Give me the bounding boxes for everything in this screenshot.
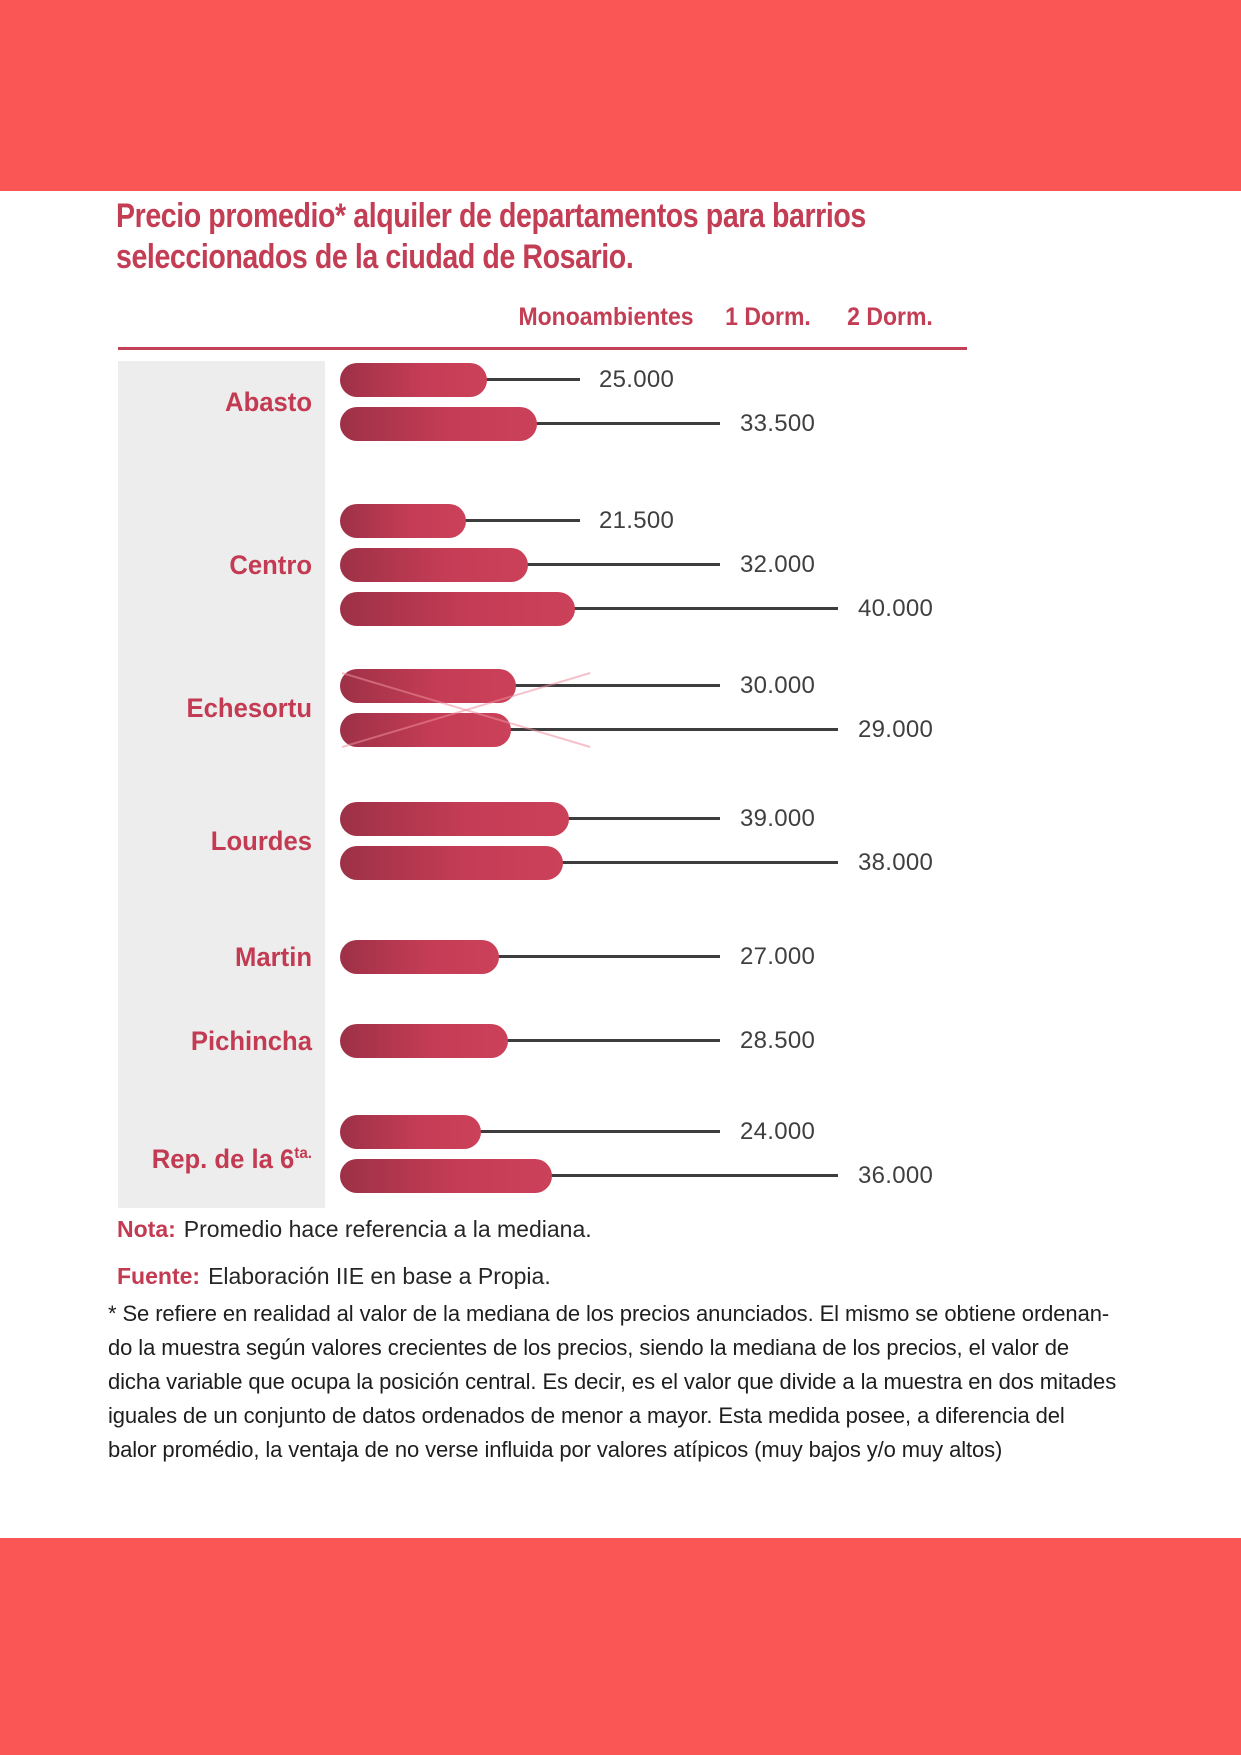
legend-item-1-dorm: 1 Dorm. <box>725 303 811 331</box>
page-title-line-1: Precio promedio* alquiler de departament… <box>116 197 866 235</box>
group-label-echesortu: Echesortu <box>16 690 312 726</box>
bar-rep-de-la-6-1-dorm <box>340 1115 481 1149</box>
group-label-text: Pichincha <box>190 1026 312 1056</box>
leader-line-abasto-1-dorm <box>529 422 720 425</box>
group-label-text: Abasto <box>225 387 312 417</box>
value-label-centro-monoambientes: 21.500 <box>599 507 675 534</box>
bar-lourdes-1-dorm <box>340 802 569 836</box>
leader-line-martin-1-dorm <box>491 955 720 958</box>
footnote-line-1: * Se refiere en realidad al valor de la … <box>108 1301 1110 1326</box>
group-label-rep-de-la-6: Rep. de la 6ta. <box>16 1136 312 1177</box>
bar-rep-de-la-6-2-dorm <box>340 1159 552 1193</box>
bar-abasto-1-dorm <box>340 407 537 441</box>
page-title-line-2: seleccionados de la ciudad de Rosario. <box>116 238 634 276</box>
group-label-pichincha: Pichincha <box>16 1023 312 1059</box>
group-label-martin: Martin <box>16 939 312 975</box>
footnote-line-3: dicha variable que ocupa la posición cen… <box>108 1369 1117 1394</box>
value-label-lourdes-2-dorm: 38.000 <box>858 849 934 876</box>
value-label-rep-de-la-6-2-dorm: 36.000 <box>858 1162 934 1189</box>
bar-centro-1-dorm <box>340 548 528 582</box>
bar-abasto-monoambientes <box>340 363 487 397</box>
legend-item-monoambientes: Monoambientes <box>518 303 694 331</box>
bar-martin-1-dorm <box>340 940 499 974</box>
group-label-lourdes: Lourdes <box>16 823 312 859</box>
leader-line-pichincha-1-dorm <box>500 1039 720 1042</box>
bottom-color-band <box>0 1538 1241 1755</box>
bar-echesortu-2-dorm <box>340 713 511 747</box>
group-label-text: Centro <box>229 550 312 580</box>
bar-pichincha-1-dorm <box>340 1024 508 1058</box>
footnote-line-5: balor promédio, la ventaja de no verse i… <box>108 1437 1003 1462</box>
group-label-text: Lourdes <box>210 826 312 856</box>
value-label-pichincha-1-dorm: 28.500 <box>740 1027 816 1054</box>
group-label-abasto: Abasto <box>16 384 312 420</box>
leader-line-echesortu-2-dorm <box>503 728 838 731</box>
value-label-abasto-1-dorm: 33.500 <box>740 410 816 437</box>
header-divider-line <box>118 347 967 350</box>
value-label-lourdes-1-dorm: 39.000 <box>740 805 816 832</box>
leader-line-rep-de-la-6-1-dorm <box>473 1130 720 1133</box>
page-title: Precio promedio* alquiler de departament… <box>116 196 866 278</box>
group-label-superscript: ta. <box>294 1145 312 1162</box>
value-label-echesortu-1-dorm: 30.000 <box>740 672 816 699</box>
value-label-centro-1-dorm: 32.000 <box>740 551 816 578</box>
footnote-line-2: do la muestra según valores crecientes d… <box>108 1335 1069 1360</box>
top-color-band <box>0 0 1241 191</box>
leader-line-centro-1-dorm <box>520 563 720 566</box>
note-text: Promedio hace referencia a la mediana. <box>183 1216 592 1242</box>
group-label-text: Rep. de la 6 <box>151 1144 295 1174</box>
leader-line-echesortu-1-dorm <box>508 684 720 687</box>
source-line: Fuente: Elaboración IIE en base a Propia. <box>117 1261 551 1291</box>
source-label: Fuente: <box>117 1263 201 1289</box>
bar-centro-2-dorm <box>340 592 575 626</box>
source-text: Elaboración IIE en base a Propia. <box>208 1263 551 1289</box>
leader-line-centro-monoambientes <box>458 519 580 522</box>
legend-item-2-dorm: 2 Dorm. <box>847 303 933 331</box>
value-label-martin-1-dorm: 27.000 <box>740 943 816 970</box>
leader-line-rep-de-la-6-2-dorm <box>544 1174 838 1177</box>
leader-line-centro-2-dorm <box>567 607 838 610</box>
leader-line-lourdes-1-dorm <box>561 817 720 820</box>
value-label-echesortu-2-dorm: 29.000 <box>858 716 934 743</box>
note-label: Nota: <box>117 1216 176 1242</box>
leader-line-lourdes-2-dorm <box>555 861 838 864</box>
value-label-centro-2-dorm: 40.000 <box>858 595 934 622</box>
bar-centro-monoambientes <box>340 504 466 538</box>
bar-lourdes-2-dorm <box>340 846 563 880</box>
leader-line-abasto-monoambientes <box>479 378 580 381</box>
note-line: Nota: Promedio hace referencia a la media… <box>117 1214 592 1244</box>
group-label-text: Martin <box>235 942 312 972</box>
group-label-centro: Centro <box>16 547 312 583</box>
footnote-line-4: iguales de un conjunto de datos ordenado… <box>108 1403 1065 1428</box>
neighborhood-panel <box>118 361 325 1208</box>
value-label-rep-de-la-6-1-dorm: 24.000 <box>740 1118 816 1145</box>
value-label-abasto-monoambientes: 25.000 <box>599 366 675 393</box>
group-label-text: Echesortu <box>186 693 312 723</box>
